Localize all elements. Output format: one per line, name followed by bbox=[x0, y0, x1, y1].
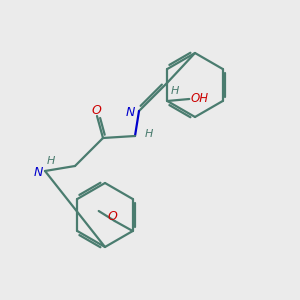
Text: H: H bbox=[145, 129, 153, 139]
Text: H: H bbox=[171, 86, 179, 96]
Text: N: N bbox=[34, 167, 43, 179]
Text: OH: OH bbox=[190, 92, 208, 106]
Text: O: O bbox=[91, 103, 101, 116]
Text: O: O bbox=[108, 211, 118, 224]
Text: H: H bbox=[47, 156, 55, 166]
Text: N: N bbox=[126, 106, 135, 119]
